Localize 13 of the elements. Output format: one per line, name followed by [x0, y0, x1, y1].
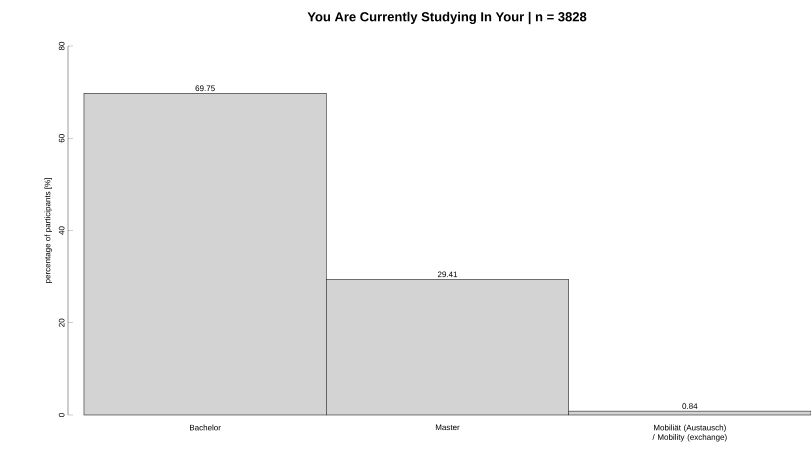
y-tick-label: 20 [58, 318, 64, 327]
x-tick-label: Bachelor [190, 424, 221, 430]
x-tick-label: Mobiliät (Austausch) / Mobility (exchange) [652, 424, 727, 442]
x-tick-label: Master [436, 424, 460, 430]
y-tick-label: 80 [58, 42, 64, 50]
y-tick-label: 0 [58, 413, 64, 417]
data-label: 0.84 [682, 403, 698, 409]
chart-title: You Are Currently Studying In Your | n = 3828 [307, 12, 586, 24]
data-label: 69.75 [196, 85, 215, 92]
y-axis-title: percentage of participants [%] [44, 178, 52, 283]
y-tick-label: 40 [58, 226, 64, 235]
data-label: 29.41 [438, 271, 458, 278]
y-tick-label: 60 [58, 134, 64, 142]
